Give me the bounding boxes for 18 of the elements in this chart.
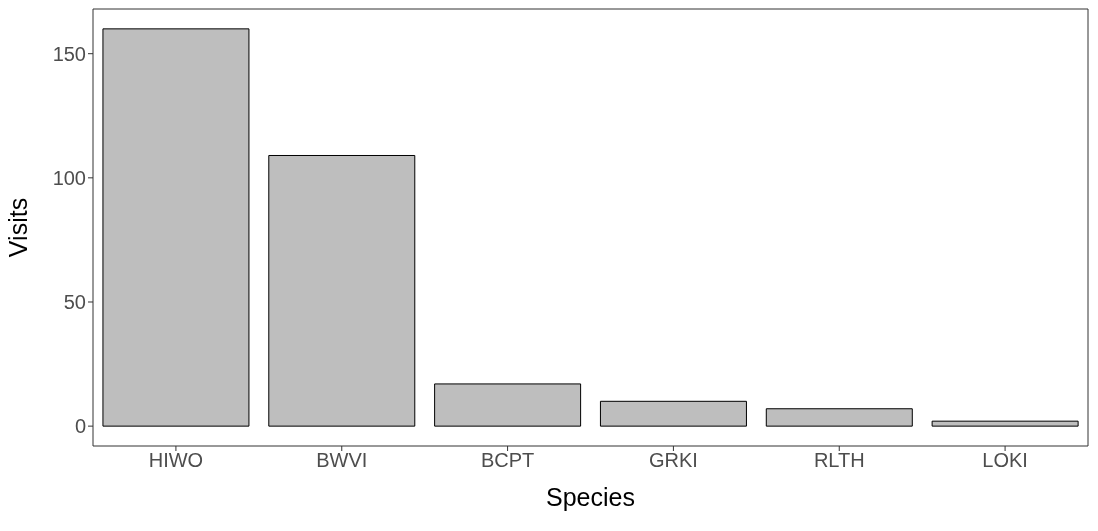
bar	[599, 400, 747, 427]
y-tick-label: 150	[52, 42, 86, 65]
x-tick-label: BWVI	[316, 449, 368, 472]
bar	[268, 154, 416, 427]
y-tick-label: 50	[63, 291, 86, 314]
y-tick-label: 100	[52, 166, 86, 189]
bar	[434, 383, 582, 427]
x-tick-label: GRKI	[648, 449, 698, 472]
bar	[102, 28, 250, 427]
x-tick-label: BCPT	[480, 449, 535, 472]
y-tick-label: 0	[74, 415, 86, 438]
x-tick-label: LOKI	[982, 449, 1028, 472]
x-axis-title: Species	[546, 483, 635, 511]
bar	[765, 408, 913, 427]
y-axis-title: Visits	[3, 197, 32, 258]
x-tick-label: RLTH	[813, 449, 865, 472]
bar	[931, 420, 1079, 427]
x-tick-label: HIWO	[148, 449, 204, 472]
